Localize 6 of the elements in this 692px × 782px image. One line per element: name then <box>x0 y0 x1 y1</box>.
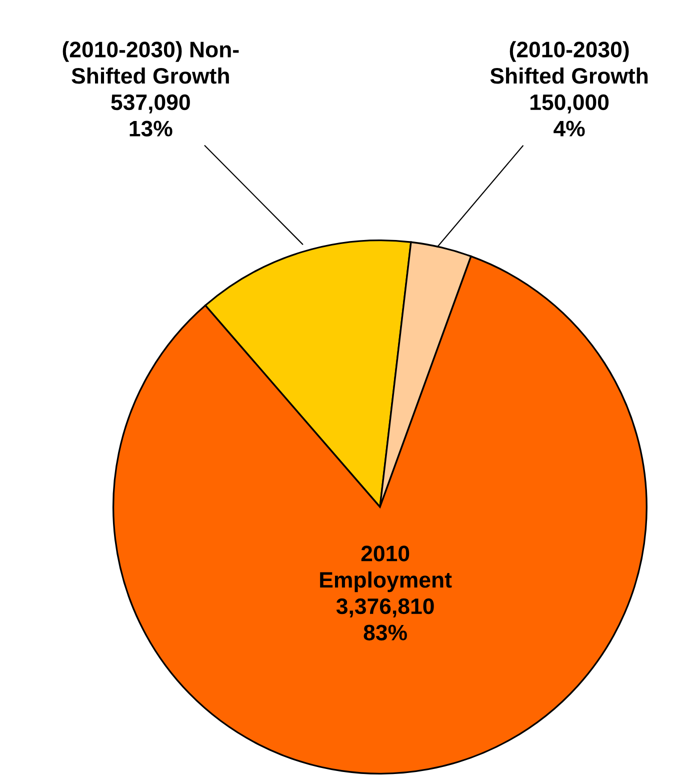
data-label: 537,090 13% <box>111 94 190 137</box>
data-label: 3,376,810 83% <box>336 598 434 640</box>
data-label: 150,000 4% <box>530 94 609 136</box>
slice-label: (2010-2030) Shifted Growth <box>490 41 648 84</box>
slice-label: 2010 Employment <box>320 546 452 592</box>
slice-label: (2010-2030) Non- Shifted Growth <box>62 41 239 84</box>
